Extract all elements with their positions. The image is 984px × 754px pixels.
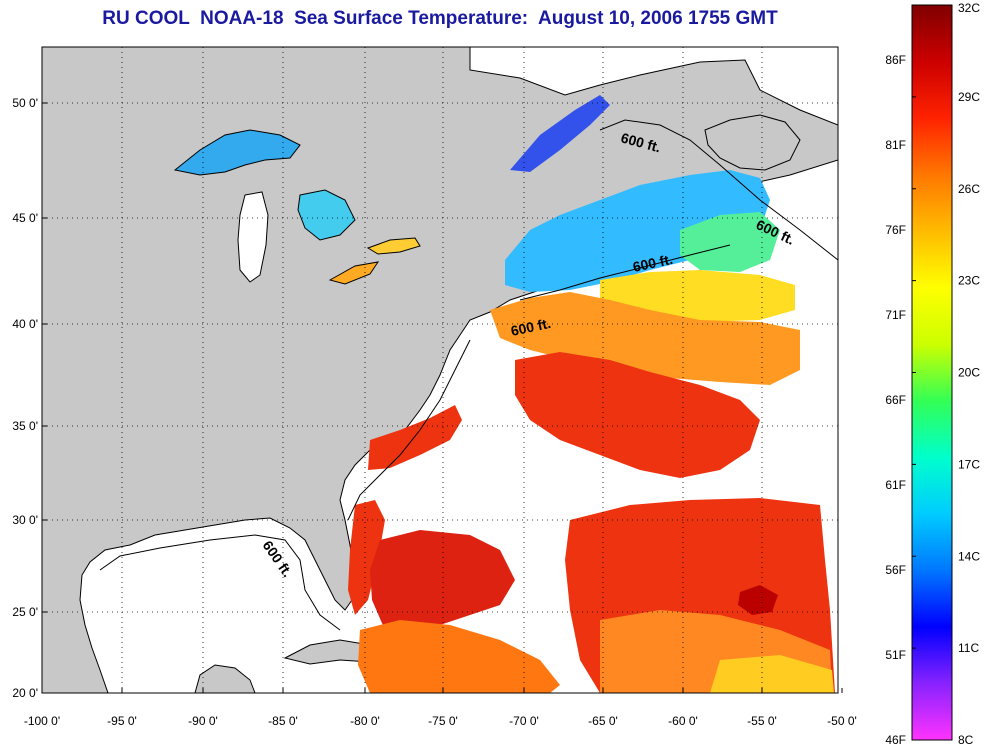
lat-label: 30 0' xyxy=(12,513,38,527)
colorbar xyxy=(911,4,953,741)
yucatan-land xyxy=(194,664,256,693)
lon-label: -90 0' xyxy=(188,714,218,728)
contour-line-shelf-edge xyxy=(519,244,731,301)
gulf-shelf-contour xyxy=(99,534,341,631)
lake-erie xyxy=(328,261,380,285)
lon-label: -65 0' xyxy=(588,714,618,728)
colorbar-celsius-label: 26C xyxy=(958,182,980,196)
lon-label: -50 0' xyxy=(827,714,857,728)
sst-patch-subtropical-yellow xyxy=(710,655,834,693)
colorbar-celsius-label: 11C xyxy=(958,641,979,655)
lat-label: 25 0' xyxy=(12,605,38,619)
sst-patch-gulf-stream xyxy=(515,352,760,478)
colorbar-celsius-label: 8C xyxy=(958,733,974,747)
lake-michigan xyxy=(237,191,269,283)
lake-huron xyxy=(297,189,356,241)
sst-patch-caribbean xyxy=(358,620,560,693)
sst-patch-carolina xyxy=(368,405,462,470)
latitude-labels: 50 0' 45 0' 40 0' 35 0' 30 0' 25 0' 20 0' xyxy=(12,96,47,700)
longitude-labels: -100 0' -95 0' -90 0' -85 0' -80 0' -75 0' -70… xyxy=(24,688,857,728)
map-frame xyxy=(41,46,839,694)
lon-label: -55 0' xyxy=(747,714,777,728)
colorbar-fahrenheit-label: 56F xyxy=(885,563,906,577)
lon-label: -100 0' xyxy=(24,714,60,728)
sst-patch-bahamas xyxy=(370,530,515,640)
colorbar-labels: 32C 29C 26C 23C 20C 17C 14C 11C 8C 86F 81F 76F 71F 66… xyxy=(885,1,980,747)
colorbar-fahrenheit-label: 81F xyxy=(885,138,906,152)
lat-label: 50 0' xyxy=(12,96,38,110)
colorbar-fahrenheit-label: 61F xyxy=(885,478,906,492)
colorbar-fahrenheit-label: 46F xyxy=(885,733,906,747)
lon-label: -75 0' xyxy=(428,714,458,728)
colorbar-fahrenheit-label: 71F xyxy=(885,308,906,322)
lon-label: -70 0' xyxy=(509,714,539,728)
lon-label: -60 0' xyxy=(668,714,698,728)
colorbar-celsius-label: 23C xyxy=(958,274,980,288)
map-title: RU COOL NOAA-18 Sea Surface Temperature:… xyxy=(102,8,778,29)
colorbar-fahrenheit-label: 66F xyxy=(885,393,906,407)
sst-patches xyxy=(348,95,835,693)
colorbar-celsius-label: 14C xyxy=(958,549,980,563)
colorbar-fahrenheit-label: 86F xyxy=(885,53,906,67)
map-body xyxy=(42,47,838,693)
contour-line-northeast xyxy=(599,119,838,261)
colorbar-fahrenheit-label: 76F xyxy=(885,223,906,237)
colorbar-celsius-label: 20C xyxy=(958,366,980,380)
colorbar-celsius-label: 17C xyxy=(958,457,980,471)
sst-patch-orange-front xyxy=(490,292,800,385)
great-lakes xyxy=(173,129,421,285)
sst-patch-slope-yellow xyxy=(600,270,795,322)
sst-patch-warm-core xyxy=(738,585,778,615)
colorbar-celsius-label: 32C xyxy=(958,1,980,15)
sst-patch-labrador xyxy=(510,95,610,172)
lake-superior xyxy=(173,129,301,176)
depth-contours xyxy=(347,119,838,521)
colorbar-fahrenheit-label: 51F xyxy=(885,648,906,662)
colorbar-celsius-label: 29C xyxy=(958,90,980,104)
lon-label: -80 0' xyxy=(350,714,380,728)
lake-ontario xyxy=(366,237,421,255)
lat-label: 35 0' xyxy=(12,419,38,433)
lat-label: 20 0' xyxy=(12,686,38,700)
sst-patch-nova-scotia xyxy=(505,170,770,292)
lat-label: 45 0' xyxy=(12,211,38,225)
sst-patch-florida-east xyxy=(348,500,385,615)
lon-label: -95 0' xyxy=(107,714,137,728)
lon-label: -85 0' xyxy=(268,714,298,728)
contour-line-southeast xyxy=(347,339,471,521)
newfoundland-land xyxy=(704,114,801,171)
sst-patch-shelf-green xyxy=(680,212,780,272)
lat-label: 40 0' xyxy=(12,317,38,331)
